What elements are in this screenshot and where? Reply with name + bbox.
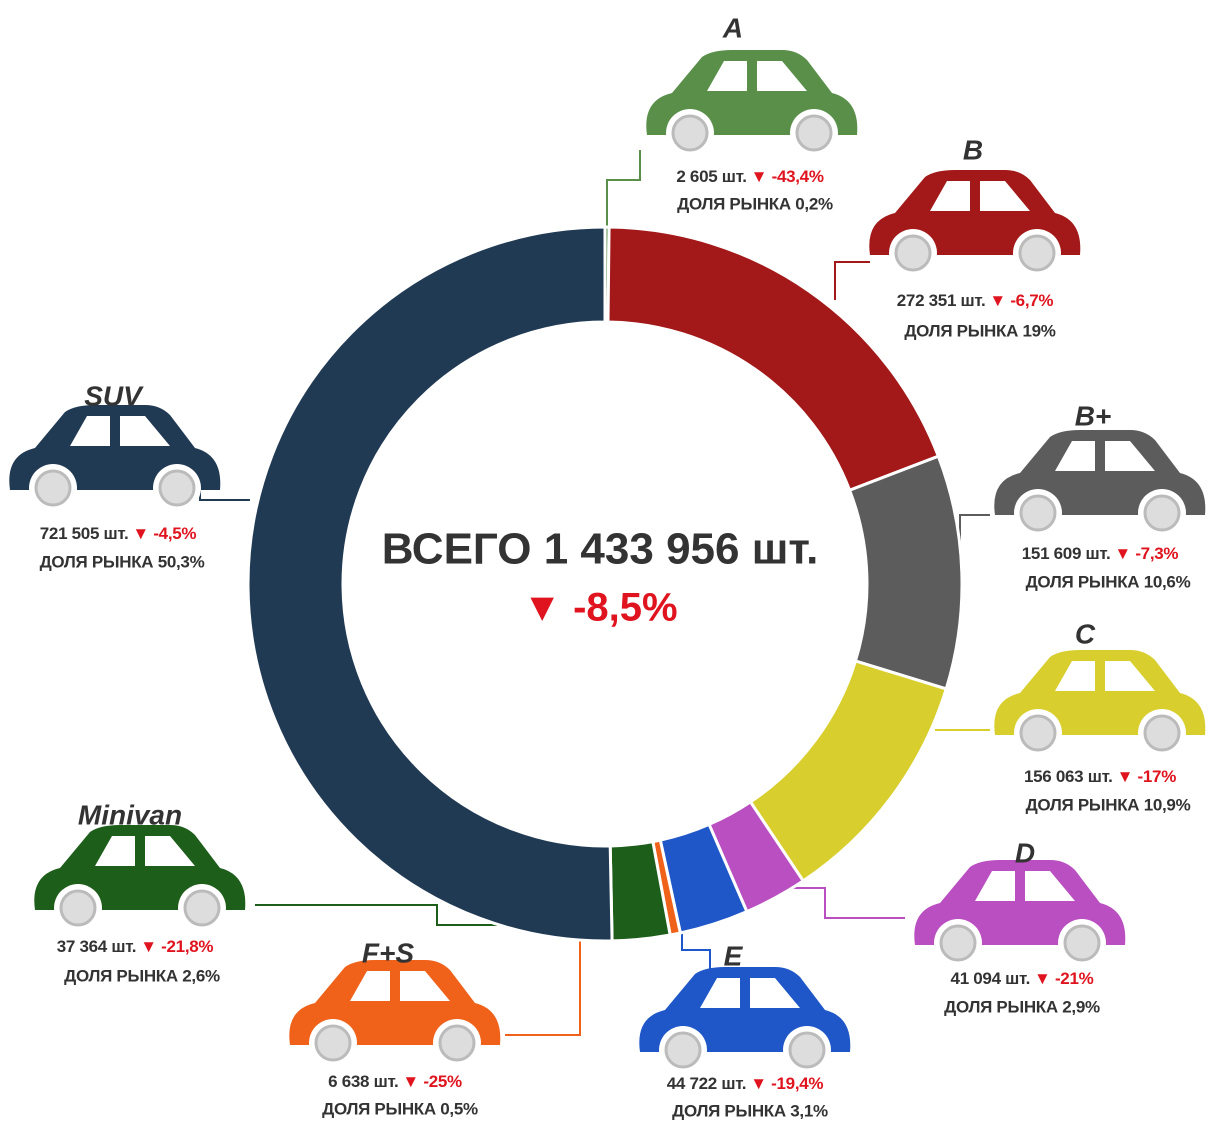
donut-segment: [608, 227, 938, 490]
leader-line: [607, 150, 640, 228]
car-wheel-hub: [1145, 496, 1179, 530]
car-wheel-hub: [673, 116, 707, 150]
category-name: Minivan: [78, 799, 182, 830]
donut-segment: [248, 227, 612, 941]
value-label: 721 505 шт.: [40, 524, 129, 543]
change-label: ▼ -21,8%: [140, 937, 213, 956]
share-label: ДОЛЯ РЫНКА 2,9%: [944, 997, 1100, 1016]
change-label: ▼ -4,5%: [132, 524, 196, 543]
car-wheel-hub: [1021, 716, 1055, 750]
share-label: ДОЛЯ РЫНКА 10,9%: [1026, 795, 1191, 814]
share-label: ДОЛЯ РЫНКА 0,5%: [322, 1099, 478, 1118]
value-line: 44 722 шт.▼ -19,4%: [667, 1074, 824, 1093]
category-name: E: [724, 940, 744, 971]
value-line: 37 364 шт.▼ -21,8%: [57, 937, 214, 956]
value-line: 721 505 шт.▼ -4,5%: [40, 524, 197, 543]
category-name: F+S: [362, 937, 414, 968]
car-icon: [9, 405, 220, 512]
car-wheel-hub: [666, 1033, 700, 1067]
value-line: 41 094 шт.▼ -21%: [951, 969, 1094, 988]
value-label: 272 351 шт.: [897, 291, 986, 310]
change-label: ▼ -17%: [1117, 767, 1177, 786]
category-name: B: [963, 134, 983, 165]
car-icon: [646, 50, 857, 157]
value-label: 41 094 шт.: [951, 969, 1030, 988]
change-label: ▼ -6,7%: [989, 291, 1053, 310]
value-label: 44 722 шт.: [667, 1074, 746, 1093]
car-icon: [994, 650, 1205, 757]
change-label: ▼ -19,4%: [750, 1074, 823, 1093]
change-label: ▼ -7,3%: [1114, 544, 1178, 563]
car-wheel-hub: [440, 1026, 474, 1060]
share-label: ДОЛЯ РЫНКА 50,3%: [40, 552, 205, 571]
change-label: ▼ -43,4%: [751, 167, 824, 186]
category-name: A: [722, 12, 743, 43]
car-wheel-hub: [160, 471, 194, 505]
car-wheel-hub: [1020, 236, 1054, 270]
value-label: 156 063 шт.: [1024, 767, 1113, 786]
car-icon: [34, 825, 245, 932]
share-label: ДОЛЯ РЫНКА 10,6%: [1026, 572, 1191, 591]
chart: ВСЕГО 1 433 956 шт. ▼ -8,5% A 2 605 шт. ▼ …: [0, 0, 1219, 1124]
category-name: SUV: [84, 380, 144, 411]
category-name: B+: [1075, 400, 1112, 431]
leader-line: [790, 888, 905, 918]
change-label: ▼ -25%: [402, 1072, 462, 1091]
value-line: 272 351 шт.▼ -6,7%: [897, 291, 1054, 310]
value-label: 6 638 шт.: [328, 1072, 398, 1091]
car-wheel-hub: [941, 926, 975, 960]
car-wheel-hub: [1145, 716, 1179, 750]
car-wheel-hub: [316, 1026, 350, 1060]
change-label: ▼ -21%: [1034, 969, 1094, 988]
car-wheel-hub: [797, 116, 831, 150]
value-line: 2 605 шт. ▼ -43,4%: [676, 167, 823, 186]
car-icon: [994, 430, 1205, 537]
value-line: 151 609 шт.▼ -7,3%: [1022, 544, 1179, 563]
car-icon: [869, 170, 1080, 277]
car-icon: [914, 860, 1125, 967]
donut-segment: [850, 456, 962, 689]
share-label: ДОЛЯ РЫНКА 0,2%: [677, 194, 833, 213]
car-wheel-hub: [36, 471, 70, 505]
car-wheel-hub: [185, 891, 219, 925]
leader-line: [835, 262, 870, 300]
car-icon: [289, 960, 500, 1067]
leader-line: [505, 930, 664, 1035]
category-name: D: [1015, 837, 1035, 868]
total-change: ▼ -8,5%: [522, 586, 677, 630]
value-label: 2 605 шт.: [676, 167, 746, 186]
category-name: C: [1075, 618, 1096, 649]
car-icon: [639, 967, 850, 1074]
car-wheel-hub: [61, 891, 95, 925]
car-wheel-hub: [1021, 496, 1055, 530]
car-wheel-hub: [896, 236, 930, 270]
value-line: 156 063 шт.▼ -17%: [1024, 767, 1176, 786]
value-line: 6 638 шт.▼ -25%: [328, 1072, 462, 1091]
car-wheel-hub: [790, 1033, 824, 1067]
total-label: ВСЕГО 1 433 956 шт.: [382, 525, 819, 574]
share-label: ДОЛЯ РЫНКА 2,6%: [64, 966, 220, 985]
value-label: 151 609 шт.: [1022, 544, 1111, 563]
share-label: ДОЛЯ РЫНКА 19%: [904, 321, 1055, 340]
car-wheel-hub: [1065, 926, 1099, 960]
value-label: 37 364 шт.: [57, 937, 136, 956]
share-label: ДОЛЯ РЫНКА 3,1%: [672, 1101, 828, 1120]
